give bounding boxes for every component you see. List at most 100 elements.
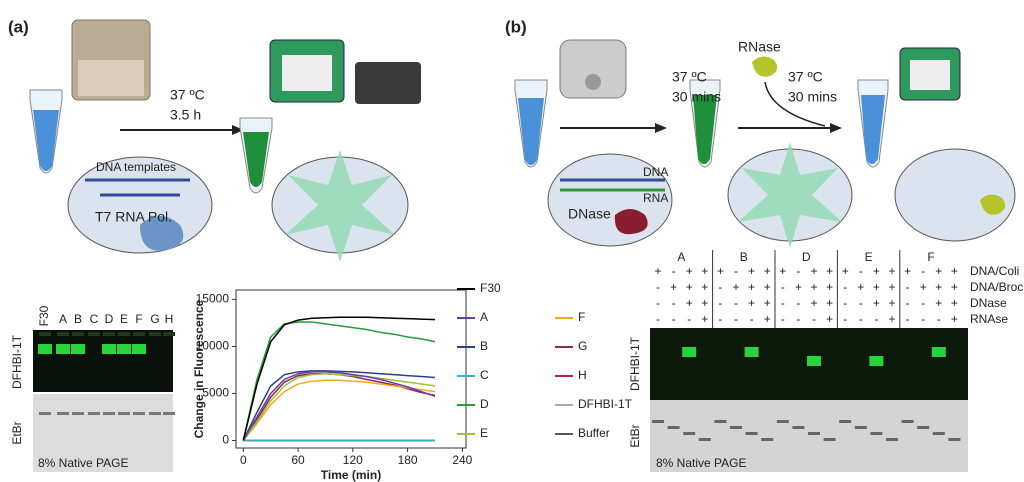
sign: + — [888, 312, 895, 326]
lane-label: B — [74, 312, 82, 326]
stain-label: EtBr — [628, 424, 642, 447]
sign: - — [906, 280, 910, 294]
sign: - — [718, 280, 722, 294]
group-label: B — [740, 250, 748, 264]
etbr-band — [839, 420, 851, 423]
legend-label: A — [480, 310, 488, 324]
sign: - — [656, 312, 660, 326]
sign: + — [842, 264, 849, 278]
gel-well — [133, 332, 145, 336]
legend-label: C — [480, 368, 489, 382]
dnase-label: DNase — [568, 206, 611, 222]
sign: + — [717, 264, 724, 278]
sign: + — [686, 280, 693, 294]
x-axis-label: Time (min) — [321, 468, 381, 482]
sign: - — [906, 312, 910, 326]
y-tick-label: 10000 — [196, 339, 230, 353]
sign: - — [859, 296, 863, 310]
gel-fluorescence — [33, 330, 173, 392]
sign: + — [951, 264, 958, 278]
row-label: DNase — [970, 296, 1007, 310]
sign: + — [951, 280, 958, 294]
legend-label: B — [480, 339, 488, 353]
fluor-band — [745, 347, 759, 357]
series-line — [243, 374, 435, 441]
etbr-band — [855, 426, 867, 429]
sign: - — [812, 312, 816, 326]
sign: - — [859, 312, 863, 326]
y-tick-label: 0 — [222, 433, 229, 447]
gel-well — [149, 332, 161, 336]
sign: + — [686, 296, 693, 310]
sign: + — [764, 296, 771, 310]
group-label: E — [865, 250, 873, 264]
sign: - — [656, 280, 660, 294]
sign: - — [843, 296, 847, 310]
x-tick-label: 60 — [291, 453, 305, 467]
row-label: DNA/Broc — [970, 280, 1023, 294]
sign: - — [843, 312, 847, 326]
gel-well — [72, 332, 84, 336]
sign: - — [750, 312, 754, 326]
etbr-band — [652, 420, 664, 423]
panel-label: (b) — [505, 17, 527, 36]
sign: + — [888, 280, 895, 294]
legend-label: G — [578, 339, 587, 353]
etbr-band — [149, 412, 161, 415]
stain-label: DFHBI-1T — [628, 336, 642, 391]
fluor-band — [807, 356, 821, 366]
sign: + — [810, 264, 817, 278]
sign: + — [826, 312, 833, 326]
figure: (a) 37 ºC 3.5 h DNA templates T7 RNA Pol… — [0, 0, 1024, 482]
fluor-band — [132, 344, 146, 354]
sign: + — [920, 280, 927, 294]
series-line — [243, 380, 435, 440]
fluor-band — [56, 344, 70, 354]
sign: + — [732, 280, 739, 294]
etbr-band — [870, 432, 882, 435]
sign: - — [796, 312, 800, 326]
etbr-band — [886, 438, 898, 441]
series-line — [243, 374, 435, 441]
etbr-band — [103, 412, 115, 415]
sign: - — [734, 312, 738, 326]
fluor-band — [102, 344, 116, 354]
fluor-band — [932, 347, 946, 357]
gel-well — [39, 332, 51, 336]
sign: + — [888, 296, 895, 310]
sign: + — [748, 296, 755, 310]
sign: - — [859, 264, 863, 278]
sign: - — [906, 296, 910, 310]
sign: + — [826, 264, 833, 278]
sign: + — [810, 296, 817, 310]
dna-label: DNA — [643, 165, 668, 179]
gel-caption: 8% Native PAGE — [656, 456, 746, 470]
sign: - — [718, 312, 722, 326]
sign: - — [921, 296, 925, 310]
legend-label: Buffer — [578, 426, 610, 440]
sign: - — [734, 264, 738, 278]
legend-label: DFHBI-1T — [578, 397, 633, 411]
rnase-label: RNase — [738, 39, 781, 55]
group-label: F — [927, 250, 934, 264]
y-axis-label: Change in Fluorescence — [192, 299, 206, 438]
group-label: D — [802, 250, 811, 264]
etbr-band — [730, 426, 742, 429]
temperature: 37 ºC — [788, 69, 823, 85]
sign: - — [781, 296, 785, 310]
temperature: 37 ºC — [170, 87, 205, 103]
sign: - — [672, 296, 676, 310]
etbr-band — [72, 412, 84, 415]
enzyme-label: T7 RNA Pol. — [95, 209, 172, 225]
sign: + — [810, 280, 817, 294]
lane-label: F — [135, 312, 142, 326]
sign: - — [656, 296, 660, 310]
sign: + — [764, 312, 771, 326]
sign: - — [672, 264, 676, 278]
etbr-band — [118, 412, 130, 415]
sign: - — [687, 312, 691, 326]
panel-label: (a) — [8, 17, 29, 36]
sign: + — [951, 312, 958, 326]
rna-label: RNA — [643, 191, 668, 205]
sign: + — [748, 264, 755, 278]
